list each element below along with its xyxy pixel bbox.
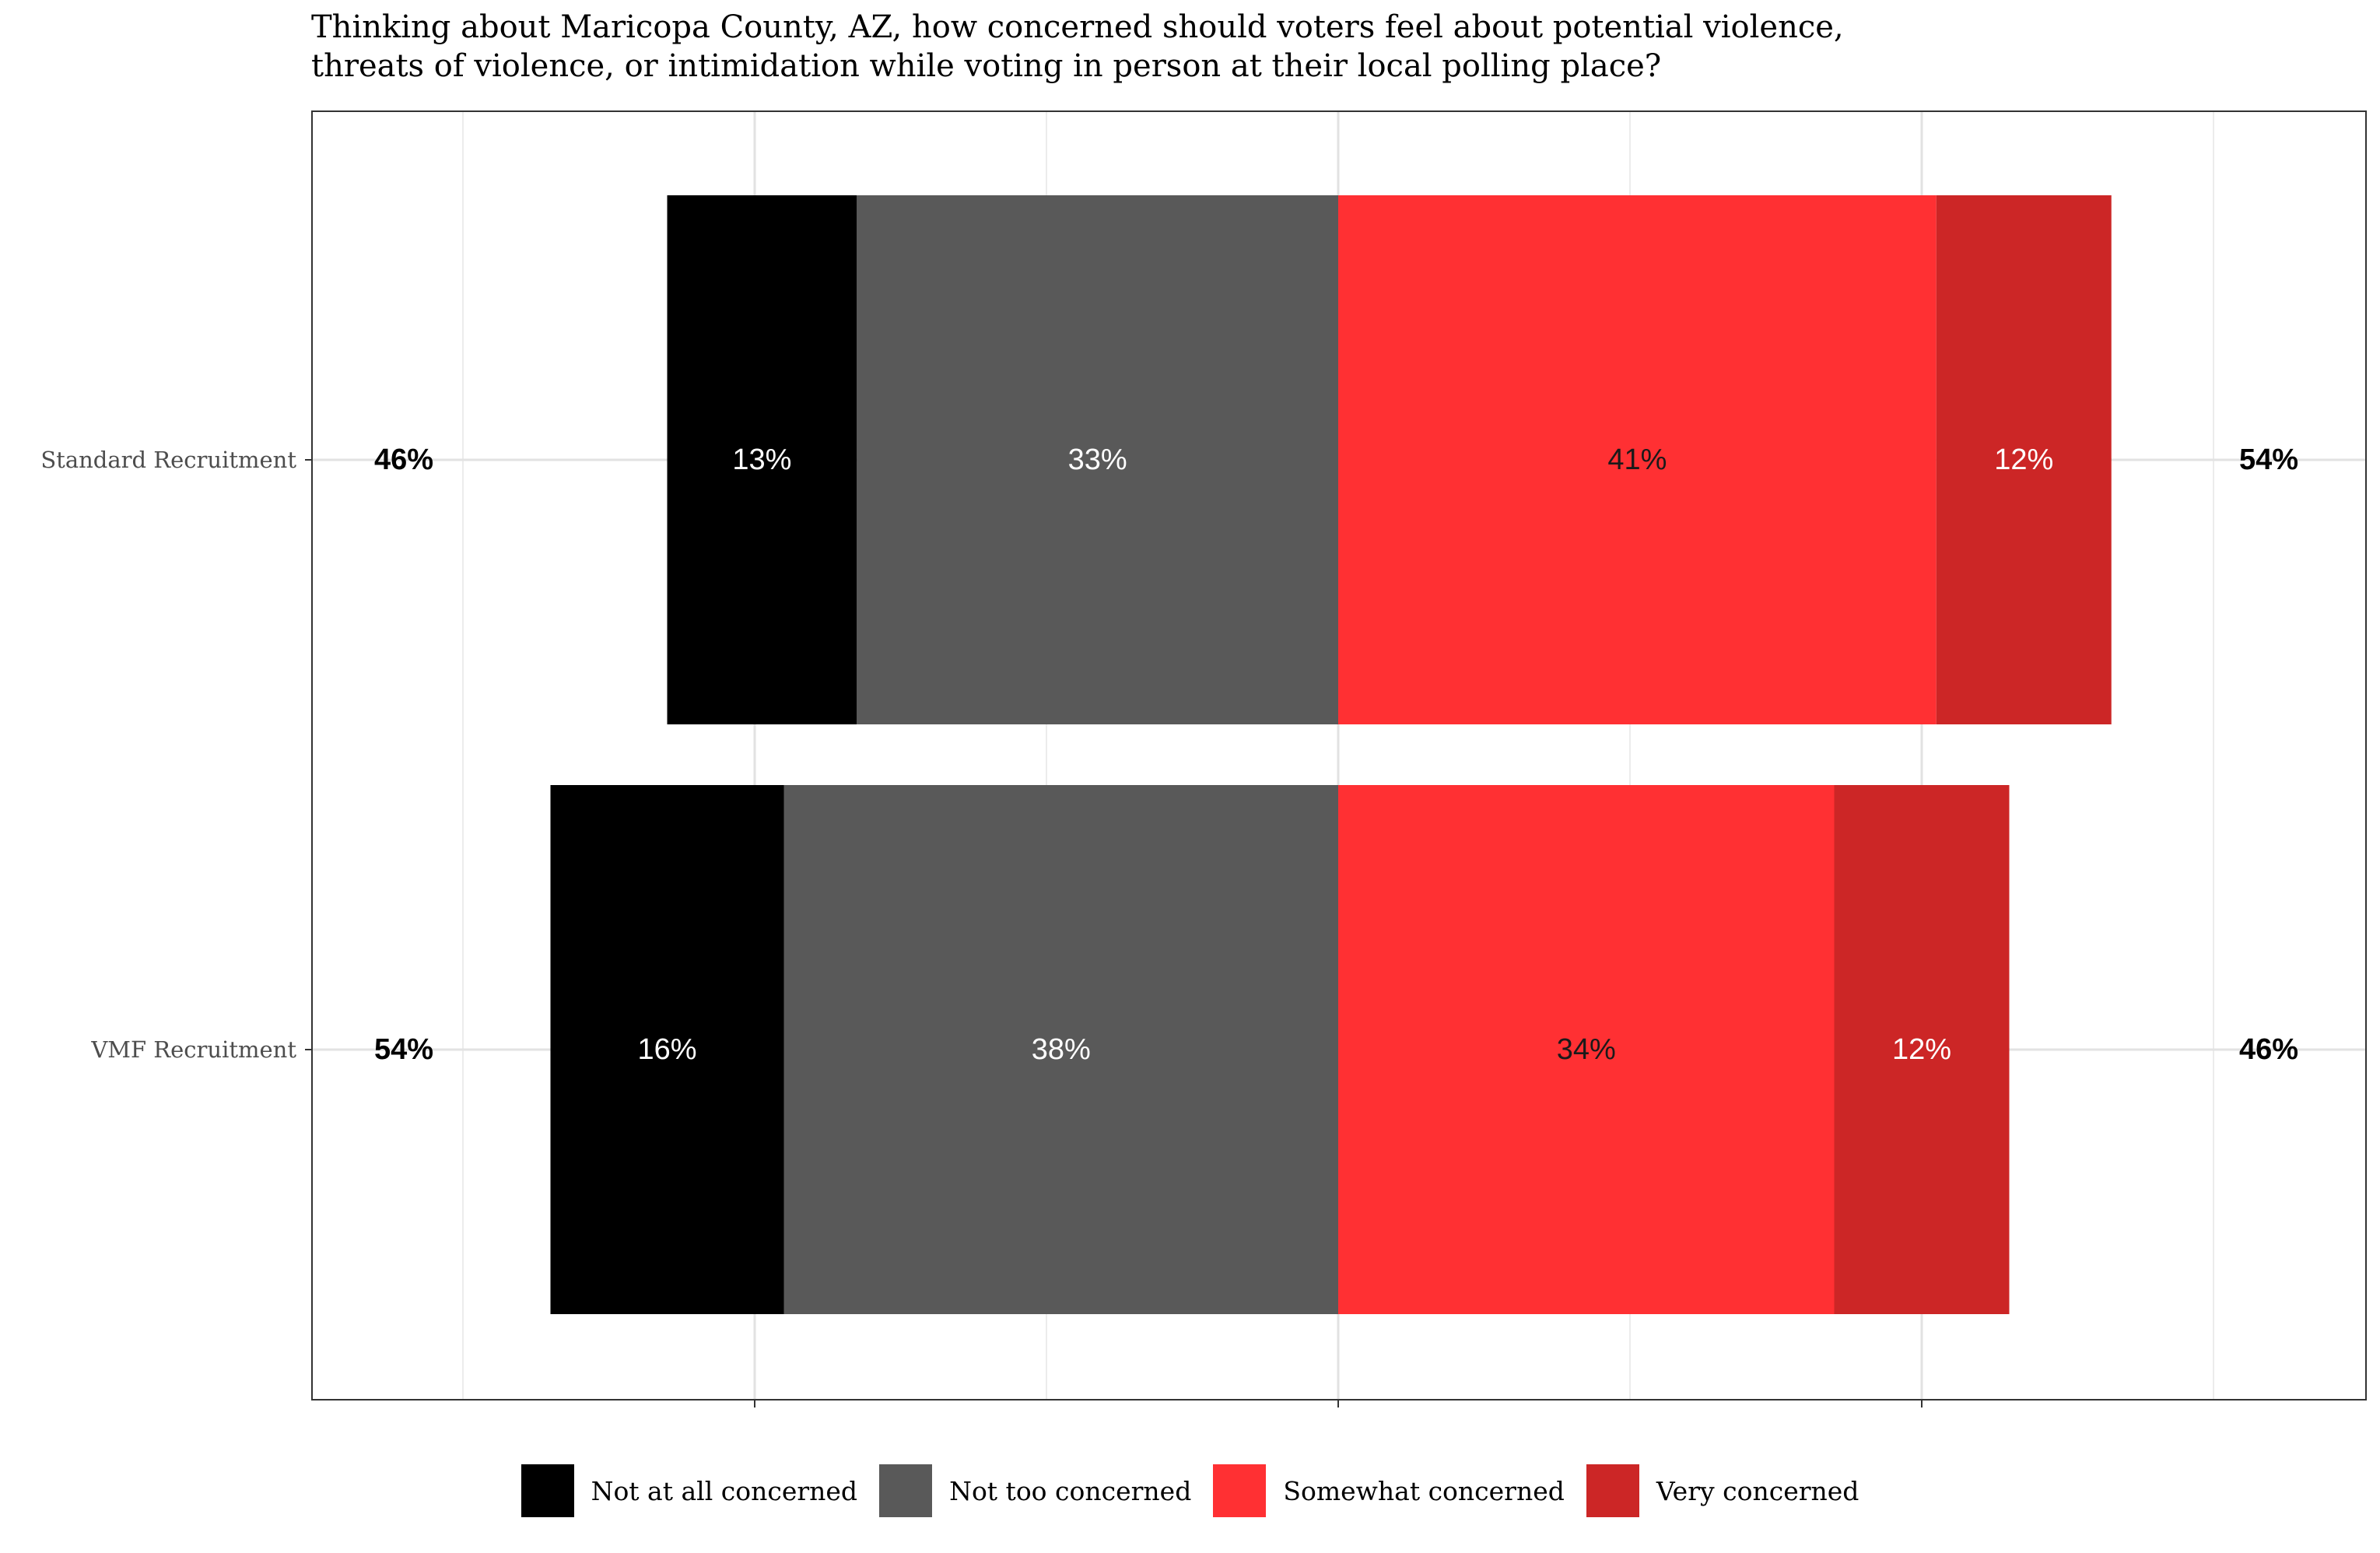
legend-item-not-at-all-concerned: Not at all concerned: [521, 1464, 858, 1517]
bar-value-label: 34%: [1557, 1033, 1616, 1066]
chart-title-line-2: threats of violence, or intimidation whi…: [311, 48, 1662, 84]
legend: Not at all concerned Not too concerned S…: [0, 1463, 2380, 1519]
bar-value-label: 38%: [1032, 1033, 1091, 1066]
legend-swatch-somewhat-concerned: [1213, 1464, 1267, 1517]
bars-layer: [550, 195, 2112, 1314]
bar-segment: [1834, 785, 2010, 1314]
legend-item-very-concerned: Very concerned: [1586, 1464, 1859, 1517]
labels-layer: 33% 13% 41% 12% 46% 54% 38% 16% 34% 12% 54% 46%: [374, 443, 2298, 1066]
left-total-label: 46%: [374, 443, 433, 476]
legend-label: Not too concerned: [949, 1475, 1192, 1506]
bar-segment: [783, 785, 1338, 1314]
bar-value-label: 12%: [1892, 1033, 1951, 1066]
legend-label: Very concerned: [1656, 1475, 1859, 1506]
bar-segment: [550, 785, 784, 1314]
chart-title: Thinking about Maricopa County, AZ, how …: [311, 8, 2334, 86]
right-total-label: 54%: [2239, 443, 2298, 476]
legend-label: Not at all concerned: [591, 1475, 858, 1506]
legend-swatch-not-too-concerned: [879, 1464, 933, 1517]
category-label: Standard Recruitment: [40, 447, 296, 473]
legend-item-not-too-concerned: Not too concerned: [879, 1464, 1191, 1517]
bar-segment: [1338, 785, 1835, 1314]
left-total-label: 54%: [374, 1033, 433, 1066]
legend-swatch-very-concerned: [1586, 1464, 1639, 1517]
chart-plot: 33% 13% 41% 12% 46% 54% 38% 16% 34% 12% 54% 46% Sta…: [40, 110, 2367, 1408]
bar-value-label: 16%: [637, 1033, 696, 1066]
bar-value-label: 12%: [1994, 443, 2053, 476]
bar-value-label: 41%: [1607, 443, 1667, 476]
legend-swatch-not-at-all-concerned: [521, 1464, 574, 1517]
bar-value-label: 33%: [1068, 443, 1127, 476]
bar-value-label: 13%: [732, 443, 791, 476]
right-total-label: 46%: [2239, 1033, 2298, 1066]
category-label: VMF Recruitment: [90, 1036, 296, 1063]
bar-segment: [667, 195, 857, 724]
bar-segment: [1338, 195, 1937, 724]
legend-item-somewhat-concerned: Somewhat concerned: [1213, 1464, 1565, 1517]
bar-segment: [857, 195, 1338, 724]
chart-title-line-1: Thinking about Maricopa County, AZ, how …: [311, 9, 1844, 45]
axis-layer: Standard Recruitment VMF Recruitment: [40, 447, 1923, 1408]
bar-segment: [1936, 195, 2112, 724]
legend-label: Somewhat concerned: [1283, 1475, 1565, 1506]
